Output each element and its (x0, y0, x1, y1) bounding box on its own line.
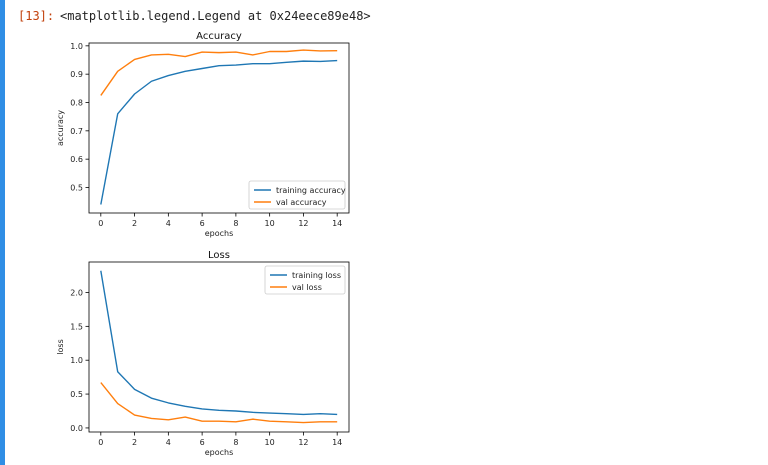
x-tick-label: 4 (166, 438, 171, 447)
x-axis-label: epochs (205, 448, 234, 457)
cell-selection-bar[interactable] (0, 0, 5, 465)
y-tick-label: 2.0 (70, 288, 83, 297)
y-tick-label: 1.5 (70, 322, 83, 331)
series-line-training-loss (100, 270, 338, 416)
series-line-val-loss (100, 382, 338, 424)
legend-box (248, 180, 346, 210)
x-tick-label: 4 (166, 219, 171, 228)
chart-title: Accuracy (196, 31, 242, 42)
x-tick-label: 8 (233, 219, 238, 228)
y-tick-label: 0.0 (70, 424, 83, 433)
x-tick-label: 14 (332, 219, 342, 228)
y-tick-label: 1.0 (70, 42, 83, 51)
legend-entry: val accuracy (276, 198, 327, 207)
x-tick-label: 10 (265, 438, 275, 447)
y-axis-label: accuracy (56, 110, 65, 146)
x-tick-label: 6 (200, 438, 205, 447)
y-axis-label: loss (56, 339, 65, 354)
x-tick-label: 8 (233, 438, 238, 447)
x-tick-label: 6 (200, 219, 205, 228)
chart-title: Loss (208, 250, 230, 261)
series-line-training-accuracy (100, 59, 338, 205)
x-axis-label: epochs (205, 229, 234, 238)
axes-frame (88, 261, 350, 433)
y-tick-label: 0.6 (70, 155, 83, 164)
x-tick-label: 0 (98, 438, 103, 447)
series-line-val-accuracy (100, 49, 338, 96)
legend-entry: val loss (292, 283, 322, 292)
cell-output-text: <matplotlib.legend.Legend at 0x24eece89e… (60, 9, 371, 23)
x-tick-label: 12 (298, 219, 308, 228)
y-tick-label: 0.5 (70, 184, 83, 193)
axes-frame (88, 42, 350, 214)
y-tick-label: 0.9 (70, 70, 83, 79)
x-tick-label: 0 (98, 219, 103, 228)
y-tick-label: 0.5 (70, 390, 83, 399)
y-tick-label: 0.8 (70, 99, 83, 108)
x-tick-label: 10 (265, 219, 275, 228)
x-tick-label: 2 (132, 219, 137, 228)
x-tick-label: 2 (132, 438, 137, 447)
y-tick-label: 0.7 (70, 127, 83, 136)
x-tick-label: 12 (298, 438, 308, 447)
legend-entry: training accuracy (276, 186, 346, 195)
cell-prompt: [13]: (18, 9, 55, 23)
x-tick-label: 14 (332, 438, 342, 447)
y-tick-label: 1.0 (70, 356, 83, 365)
legend-entry: training loss (292, 271, 341, 280)
